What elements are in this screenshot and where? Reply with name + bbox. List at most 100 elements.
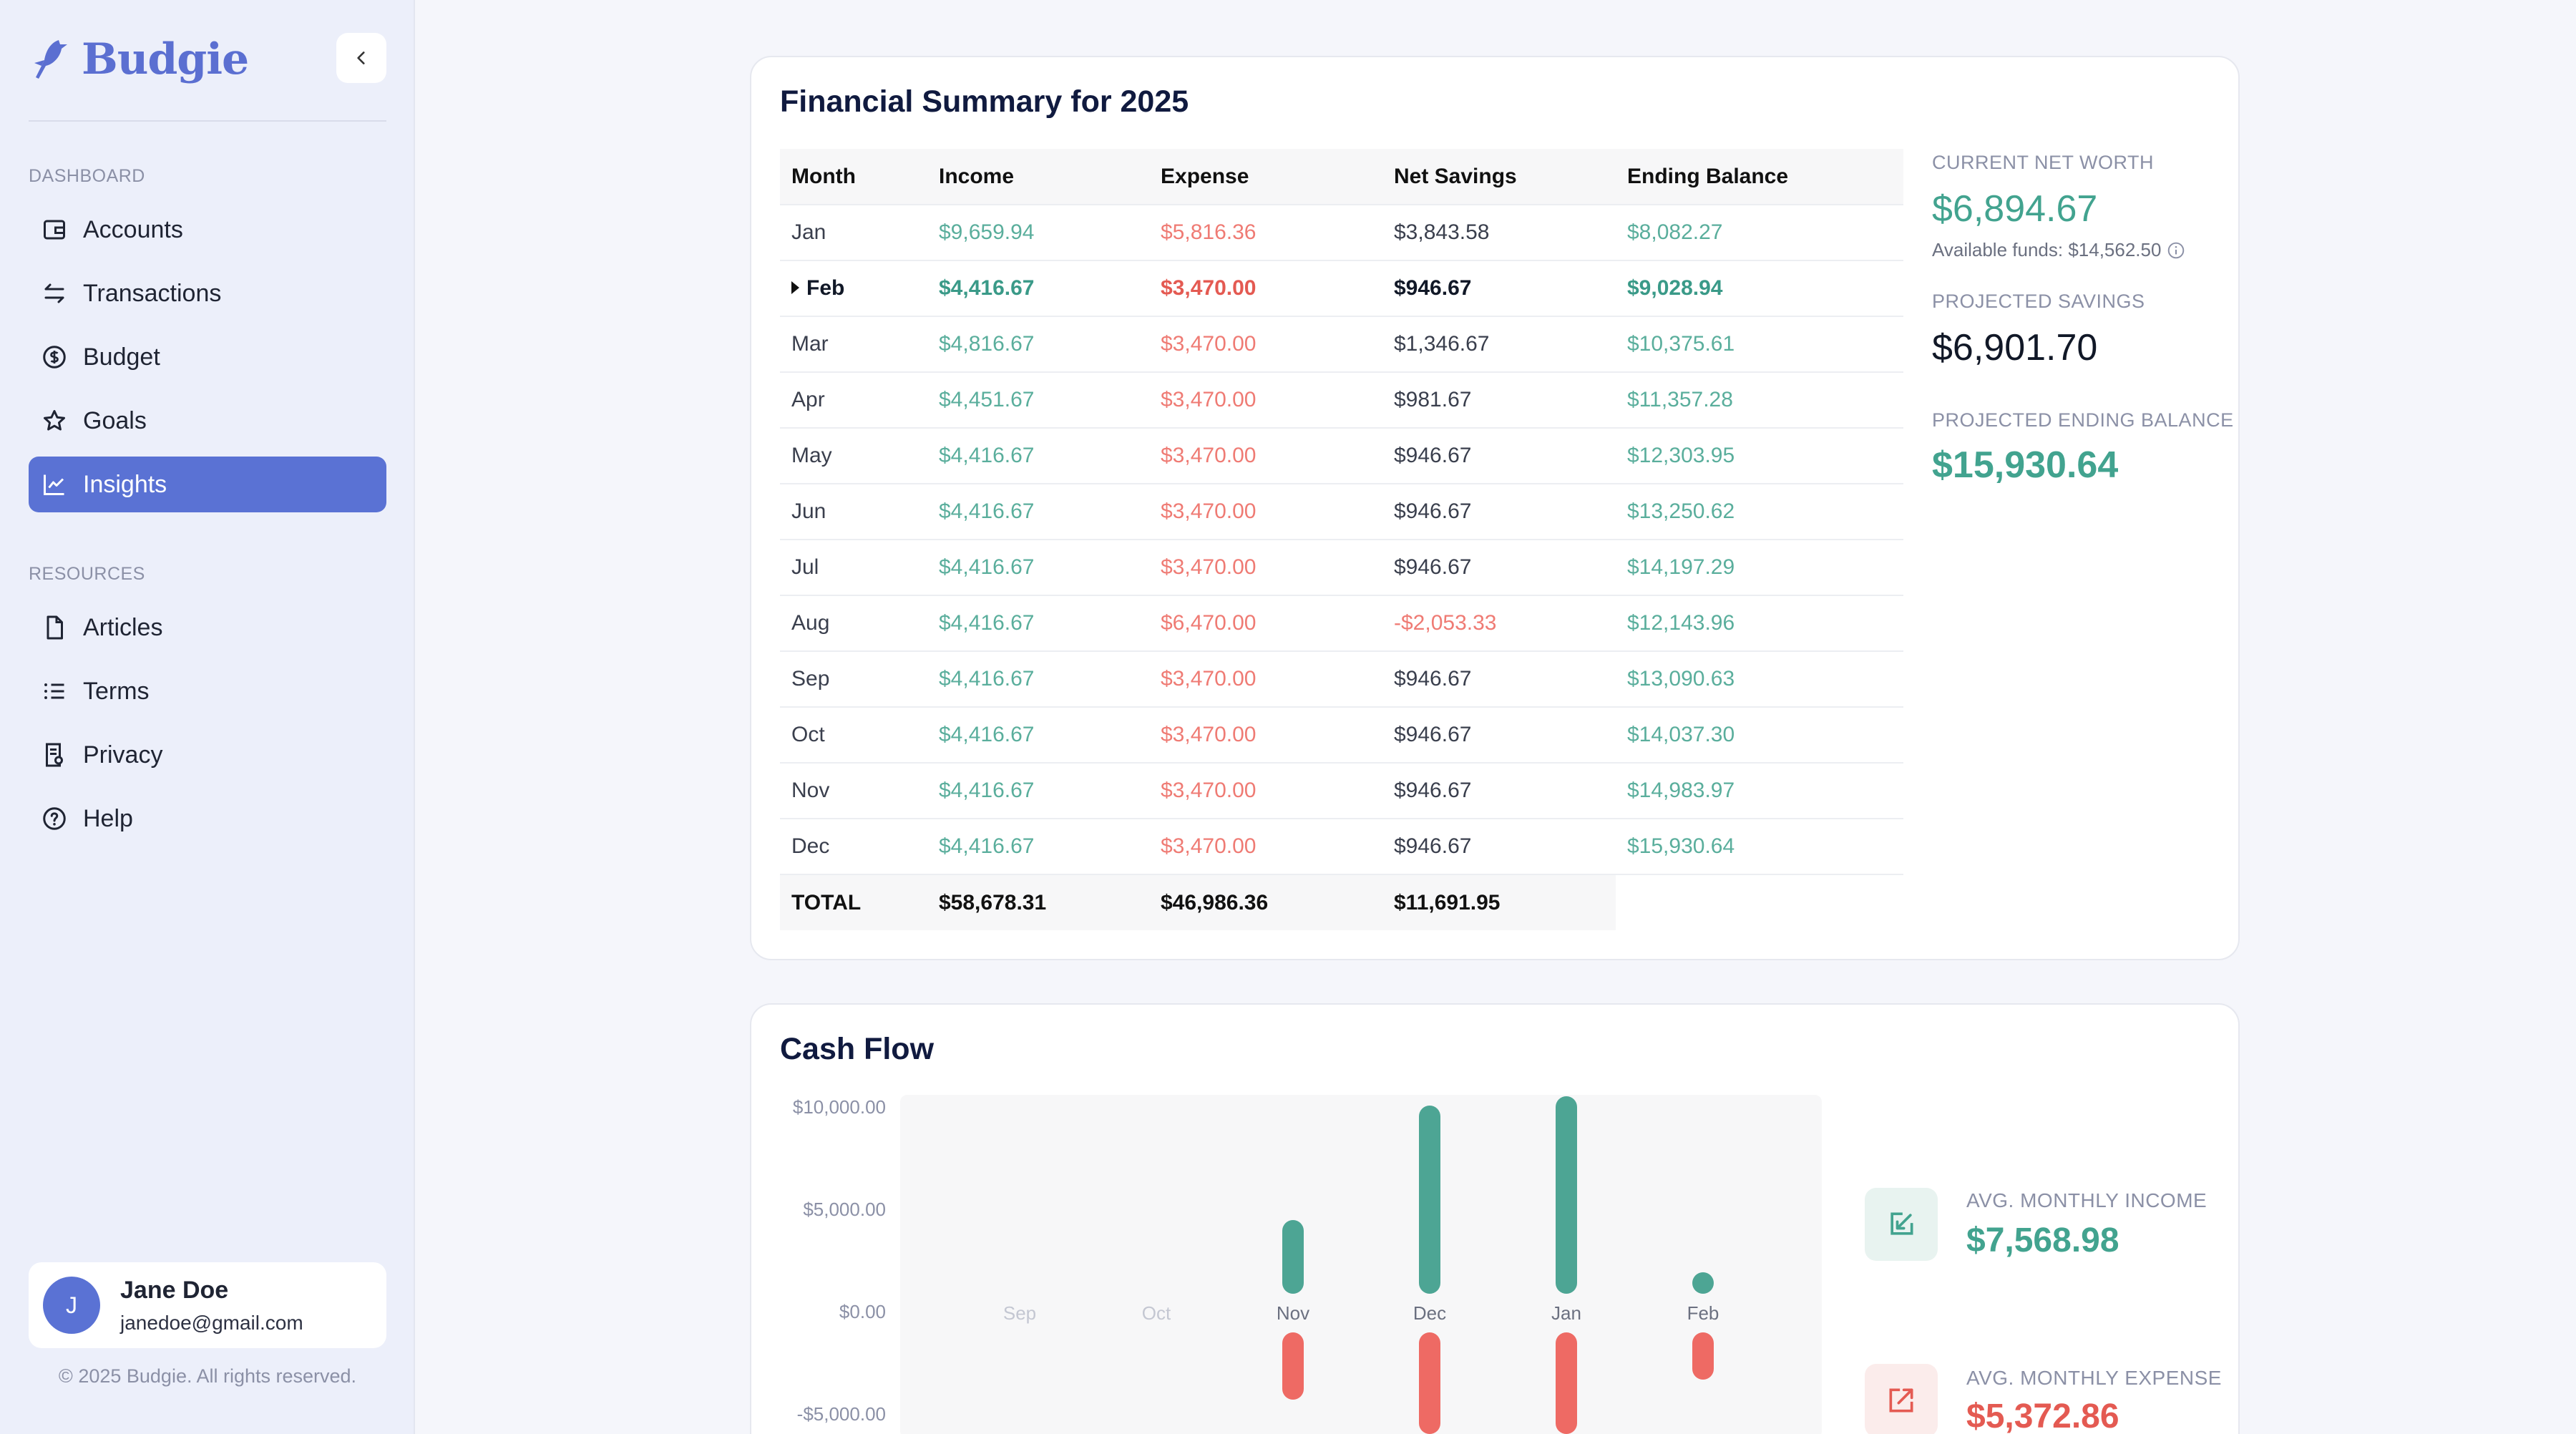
income-bar[interactable] xyxy=(1282,1220,1304,1294)
sidebar-item-transactions[interactable]: Transactions xyxy=(29,265,386,321)
sidebar-divider xyxy=(29,120,386,122)
sidebar-item-budget[interactable]: Budget xyxy=(29,329,386,385)
sidebar-item-goals[interactable]: Goals xyxy=(29,393,386,449)
table-row[interactable]: Aug $4,416.67 $6,470.00 -$2,053.33 $12,143.9… xyxy=(780,595,1903,652)
ending-balance-cell: $13,090.63 xyxy=(1616,651,1903,708)
brand[interactable]: Budgie xyxy=(29,31,249,87)
income-cell: $4,416.67 xyxy=(927,428,1149,484)
net-savings-cell: $946.67 xyxy=(1382,763,1616,819)
ending-balance-cell-text: $9,028.94 xyxy=(1627,276,1723,300)
wallet-icon xyxy=(44,220,65,240)
net-savings-cell: $1,346.67 xyxy=(1382,316,1616,373)
info-icon[interactable] xyxy=(2167,241,2185,260)
privacy-doc-icon xyxy=(46,743,63,767)
ending-balance-cell: $9,028.94 xyxy=(1616,260,1903,317)
month-cell: Apr xyxy=(780,372,927,429)
sidebar-item-label: Articles xyxy=(83,613,163,641)
table-row[interactable]: Sep $4,416.67 $3,470.00 $946.67 $13,090.63 xyxy=(780,651,1903,708)
ending-balance-cell-text: $10,375.61 xyxy=(1627,332,1735,356)
sidebar-item-insights[interactable]: Insights xyxy=(29,457,386,512)
table-row[interactable]: Dec $4,416.67 $3,470.00 $946.67 $15,930.64 xyxy=(780,819,1903,875)
table-row[interactable]: Jan $9,659.94 $5,816.36 $3,843.58 $8,082.27 xyxy=(780,205,1903,261)
collapse-sidebar-button[interactable] xyxy=(336,33,386,83)
month-cell: Sep xyxy=(780,651,927,708)
expense-cell-text: $3,470.00 xyxy=(1161,388,1257,411)
brand-name: Budgie xyxy=(82,34,249,84)
y-tick-label: $0.00 xyxy=(839,1301,886,1322)
expense-bar[interactable] xyxy=(1556,1332,1577,1434)
table-row[interactable]: Feb $4,416.67 $3,470.00 $946.67 $9,028.94 xyxy=(780,260,1903,317)
column-header-income[interactable]: Income xyxy=(927,149,1149,205)
expense-bar[interactable] xyxy=(1282,1332,1304,1400)
chevron-left-icon xyxy=(357,52,365,64)
x-tick-label: Sep xyxy=(1002,1302,1037,1324)
income-cell: $4,416.67 xyxy=(927,651,1149,708)
income-cell: $4,816.67 xyxy=(927,316,1149,373)
net-savings-cell-text: $1,346.67 xyxy=(1394,332,1490,356)
month-cell-text: Mar xyxy=(791,332,829,356)
caret-right-icon[interactable] xyxy=(791,281,799,295)
x-tick-label: Jan xyxy=(1551,1302,1581,1324)
table-row[interactable]: Nov $4,416.67 $3,470.00 $946.67 $14,983.97 xyxy=(780,763,1903,819)
month-cell-text: Aug xyxy=(791,611,830,635)
ending-balance-cell-text: $13,250.62 xyxy=(1627,499,1735,523)
column-header-net-savings[interactable]: Net Savings xyxy=(1382,149,1616,205)
ending-balance-cell-text: $14,197.29 xyxy=(1627,555,1735,579)
ending-balance-cell: $14,197.29 xyxy=(1616,540,1903,596)
expense-cell: $3,470.00 xyxy=(1149,372,1382,429)
income-cell: $4,416.67 xyxy=(927,707,1149,764)
sidebar-item-accounts[interactable]: Accounts xyxy=(29,202,386,258)
net-savings-cell: $946.67 xyxy=(1382,540,1616,596)
month-cell: May xyxy=(780,428,927,484)
page-title: Financial Summary for 2025 xyxy=(780,84,1189,119)
income-bar[interactable] xyxy=(1692,1272,1714,1294)
table-row[interactable]: Oct $4,416.67 $3,470.00 $946.67 $14,037.30 xyxy=(780,707,1903,764)
sidebar-item-help[interactable]: Help xyxy=(29,791,386,847)
ending-balance-cell: $13,250.62 xyxy=(1616,484,1903,540)
sidebar-item-label: Insights xyxy=(83,470,167,498)
sidebar-item-terms[interactable]: Terms xyxy=(29,663,386,719)
income-cell-text: $4,416.67 xyxy=(939,611,1035,635)
table-body: Jan $9,659.94 $5,816.36 $3,843.58 $8,082.27 F… xyxy=(780,205,1903,875)
expense-cell-text: $5,816.36 xyxy=(1161,220,1257,244)
expense-bar[interactable] xyxy=(1692,1332,1714,1380)
total-expense: $46,986.36 xyxy=(1149,874,1382,930)
income-bar[interactable] xyxy=(1556,1096,1577,1294)
expense-bar[interactable] xyxy=(1419,1332,1440,1434)
sidebar: Budgie DASHBOARD Accounts Transactions B… xyxy=(0,0,415,1434)
month-cell: Aug xyxy=(780,595,927,652)
expense-cell: $3,470.00 xyxy=(1149,316,1382,373)
expense-cell-text: $3,470.00 xyxy=(1161,276,1257,300)
net-savings-cell-text: $946.67 xyxy=(1394,779,1472,802)
ending-balance-cell-text: $14,983.97 xyxy=(1627,779,1735,802)
net-worth-value: $6,894.67 xyxy=(1932,188,2098,230)
expense-cell-text: $3,470.00 xyxy=(1161,332,1257,356)
expense-cell-text: $3,470.00 xyxy=(1161,444,1257,467)
net-worth-label: CURRENT NET WORTH xyxy=(1932,152,2155,173)
income-cell: $4,416.67 xyxy=(927,595,1149,652)
table-row[interactable]: Jun $4,416.67 $3,470.00 $946.67 $13,250.62 xyxy=(780,484,1903,540)
projected-savings-value: $6,901.70 xyxy=(1932,327,2098,369)
sidebar-item-privacy[interactable]: Privacy xyxy=(29,727,386,783)
column-header-month[interactable]: Month xyxy=(780,149,927,205)
income-cell-text: $4,416.67 xyxy=(939,499,1035,523)
expense-cell: $3,470.00 xyxy=(1149,484,1382,540)
table-row[interactable]: Apr $4,451.67 $3,470.00 $981.67 $11,357.28 xyxy=(780,372,1903,429)
user-profile-card[interactable]: J Jane Doe janedoe@gmail.com xyxy=(29,1262,386,1348)
income-cell: $4,416.67 xyxy=(927,819,1149,875)
column-header-expense[interactable]: Expense xyxy=(1149,149,1382,205)
month-cell-text: Apr xyxy=(791,388,825,411)
x-tick-label: Feb xyxy=(1687,1302,1719,1324)
income-bar[interactable] xyxy=(1419,1105,1440,1294)
table-header-row: Month Income Expense Net Savings Ending … xyxy=(780,149,1903,205)
column-header-ending-balance[interactable]: Ending Balance xyxy=(1616,149,1903,205)
ending-balance-cell: $14,037.30 xyxy=(1616,707,1903,764)
user-info: Jane Doe janedoe@gmail.com xyxy=(120,1277,303,1335)
table-row[interactable]: Jul $4,416.67 $3,470.00 $946.67 $14,197.29 xyxy=(780,540,1903,596)
sidebar-item-articles[interactable]: Articles xyxy=(29,600,386,655)
available-funds-text: Available funds: $14,562.50 xyxy=(1932,239,2162,260)
avg-expense-icon-box xyxy=(1865,1364,1938,1434)
table-row[interactable]: May $4,416.67 $3,470.00 $946.67 $12,303.95 xyxy=(780,428,1903,484)
budgie-logo-icon xyxy=(34,40,67,79)
table-row[interactable]: Mar $4,816.67 $3,470.00 $1,346.67 $10,375.61 xyxy=(780,316,1903,373)
